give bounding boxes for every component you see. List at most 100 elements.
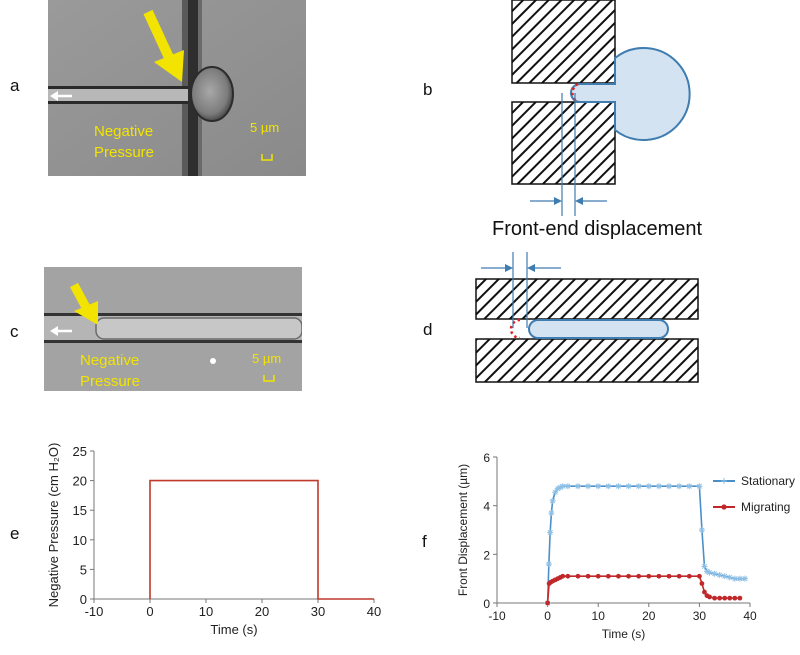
panel-letter-f: f — [422, 532, 427, 551]
data-point-stationary — [666, 483, 673, 490]
panel-letter-b: b — [423, 80, 433, 99]
data-point-stationary — [686, 483, 693, 490]
series-line-stationary — [546, 485, 745, 604]
data-point-stationary — [625, 483, 632, 490]
data-point-stationary — [741, 575, 748, 582]
x-tick-label: 40 — [367, 604, 381, 619]
legend-marker-migrating — [721, 504, 727, 510]
diagram-d-lower-wall — [475, 338, 699, 383]
data-point-stationary — [698, 527, 705, 533]
data-point-migrating — [626, 573, 631, 579]
diagram-d-initial-front — [509, 318, 521, 340]
data-point-migrating — [727, 595, 733, 601]
negative-pressure-label-a-line1: Negative — [94, 123, 154, 140]
data-point-migrating — [646, 573, 652, 579]
x-axis-label: Time (s) — [602, 627, 646, 641]
data-point-migrating — [575, 573, 581, 579]
x-tick-label: -10 — [85, 604, 104, 619]
x-tick-label: 0 — [544, 609, 551, 623]
data-point-stationary — [635, 483, 642, 490]
x-axis-label: Time (s) — [210, 622, 257, 637]
diagram-d — [475, 252, 699, 383]
panel-letter-a: a — [10, 76, 20, 95]
y-tick-label: 5 — [80, 562, 87, 577]
data-point-stationary — [696, 483, 703, 490]
data-point-migrating — [585, 573, 591, 579]
micrograph-a: Negative Pressure 5 µm — [48, 0, 306, 176]
panel-letter-e: e — [10, 524, 20, 543]
data-point-stationary — [559, 483, 566, 490]
data-point-migrating — [717, 595, 723, 601]
micrograph-c: Negative Pressure 5 µm — [44, 267, 302, 391]
x-tick-label: 40 — [743, 609, 757, 623]
x-tick-label: 20 — [642, 609, 656, 623]
diagram-b-arrow-left — [575, 197, 583, 205]
data-point-stationary — [547, 529, 554, 536]
diagram-b-upper-wall — [511, 0, 616, 84]
data-point-migrating — [545, 600, 550, 606]
data-point-stationary — [711, 570, 718, 577]
series-line-0 — [149, 479, 374, 600]
x-tick-label: -10 — [488, 609, 506, 623]
diagram-b — [511, 0, 691, 216]
data-point-migrating — [616, 573, 621, 579]
data-point-stationary — [736, 575, 743, 582]
diagram-d-cell — [528, 319, 669, 339]
y-tick-label: 20 — [73, 474, 87, 489]
data-point-migrating — [712, 595, 717, 601]
x-tick-label: 30 — [693, 609, 707, 623]
data-point-stationary — [548, 509, 555, 516]
data-point-migrating — [737, 595, 743, 601]
data-point-stationary — [645, 483, 652, 490]
data-point-migrating — [699, 581, 705, 586]
data-point-migrating — [565, 573, 571, 579]
y-tick-label: 6 — [483, 451, 490, 465]
data-point-migrating — [732, 595, 738, 601]
front-end-displacement-caption: Front-end displacement — [492, 218, 703, 240]
diagram-b-initial-front — [571, 82, 579, 104]
data-point-stationary — [574, 483, 581, 490]
data-point-migrating — [702, 589, 707, 595]
data-point-migrating — [656, 573, 662, 579]
data-point-migrating — [686, 573, 692, 579]
data-point-migrating — [722, 595, 728, 601]
data-point-stationary — [595, 483, 602, 490]
data-point-migrating — [605, 573, 611, 579]
data-point-migrating — [666, 573, 672, 579]
data-point-stationary — [615, 483, 622, 490]
y-tick-label: 10 — [73, 533, 87, 548]
x-tick-label: 10 — [592, 609, 606, 623]
diagram-d-upper-wall — [475, 278, 699, 320]
data-point-stationary — [605, 483, 612, 490]
scale-bar-label-c: 5 µm — [252, 351, 282, 366]
data-point-stationary — [676, 483, 683, 490]
micrograph-c-image — [44, 267, 302, 391]
series-line-migrating — [546, 575, 740, 604]
micrograph-a-image — [48, 0, 306, 176]
data-point-stationary — [731, 575, 738, 582]
diagram-d-arrow-right — [505, 264, 513, 272]
legend-marker-stationary — [721, 478, 727, 484]
data-point-stationary — [721, 573, 728, 580]
data-point-migrating — [676, 573, 682, 579]
data-point-migrating — [560, 573, 566, 579]
diagram-b-cell — [570, 47, 691, 141]
data-point-migrating — [697, 573, 702, 579]
data-point-stationary — [557, 484, 564, 491]
data-point-stationary — [564, 483, 571, 490]
panel-letter-d: d — [423, 320, 433, 339]
data-point-migrating — [636, 573, 642, 579]
data-point-stationary — [701, 563, 708, 570]
data-point-stationary — [726, 574, 733, 581]
panel-letter-c: c — [10, 322, 19, 341]
data-point-stationary — [552, 489, 559, 496]
negative-pressure-label-c-line2: Pressure — [80, 373, 141, 390]
data-point-stationary — [585, 483, 592, 490]
negative-pressure-label-a-line2: Pressure — [94, 144, 155, 161]
diagram-d-arrow-left — [527, 264, 535, 272]
x-tick-label: 0 — [146, 604, 153, 619]
y-tick-label: 15 — [73, 503, 87, 518]
